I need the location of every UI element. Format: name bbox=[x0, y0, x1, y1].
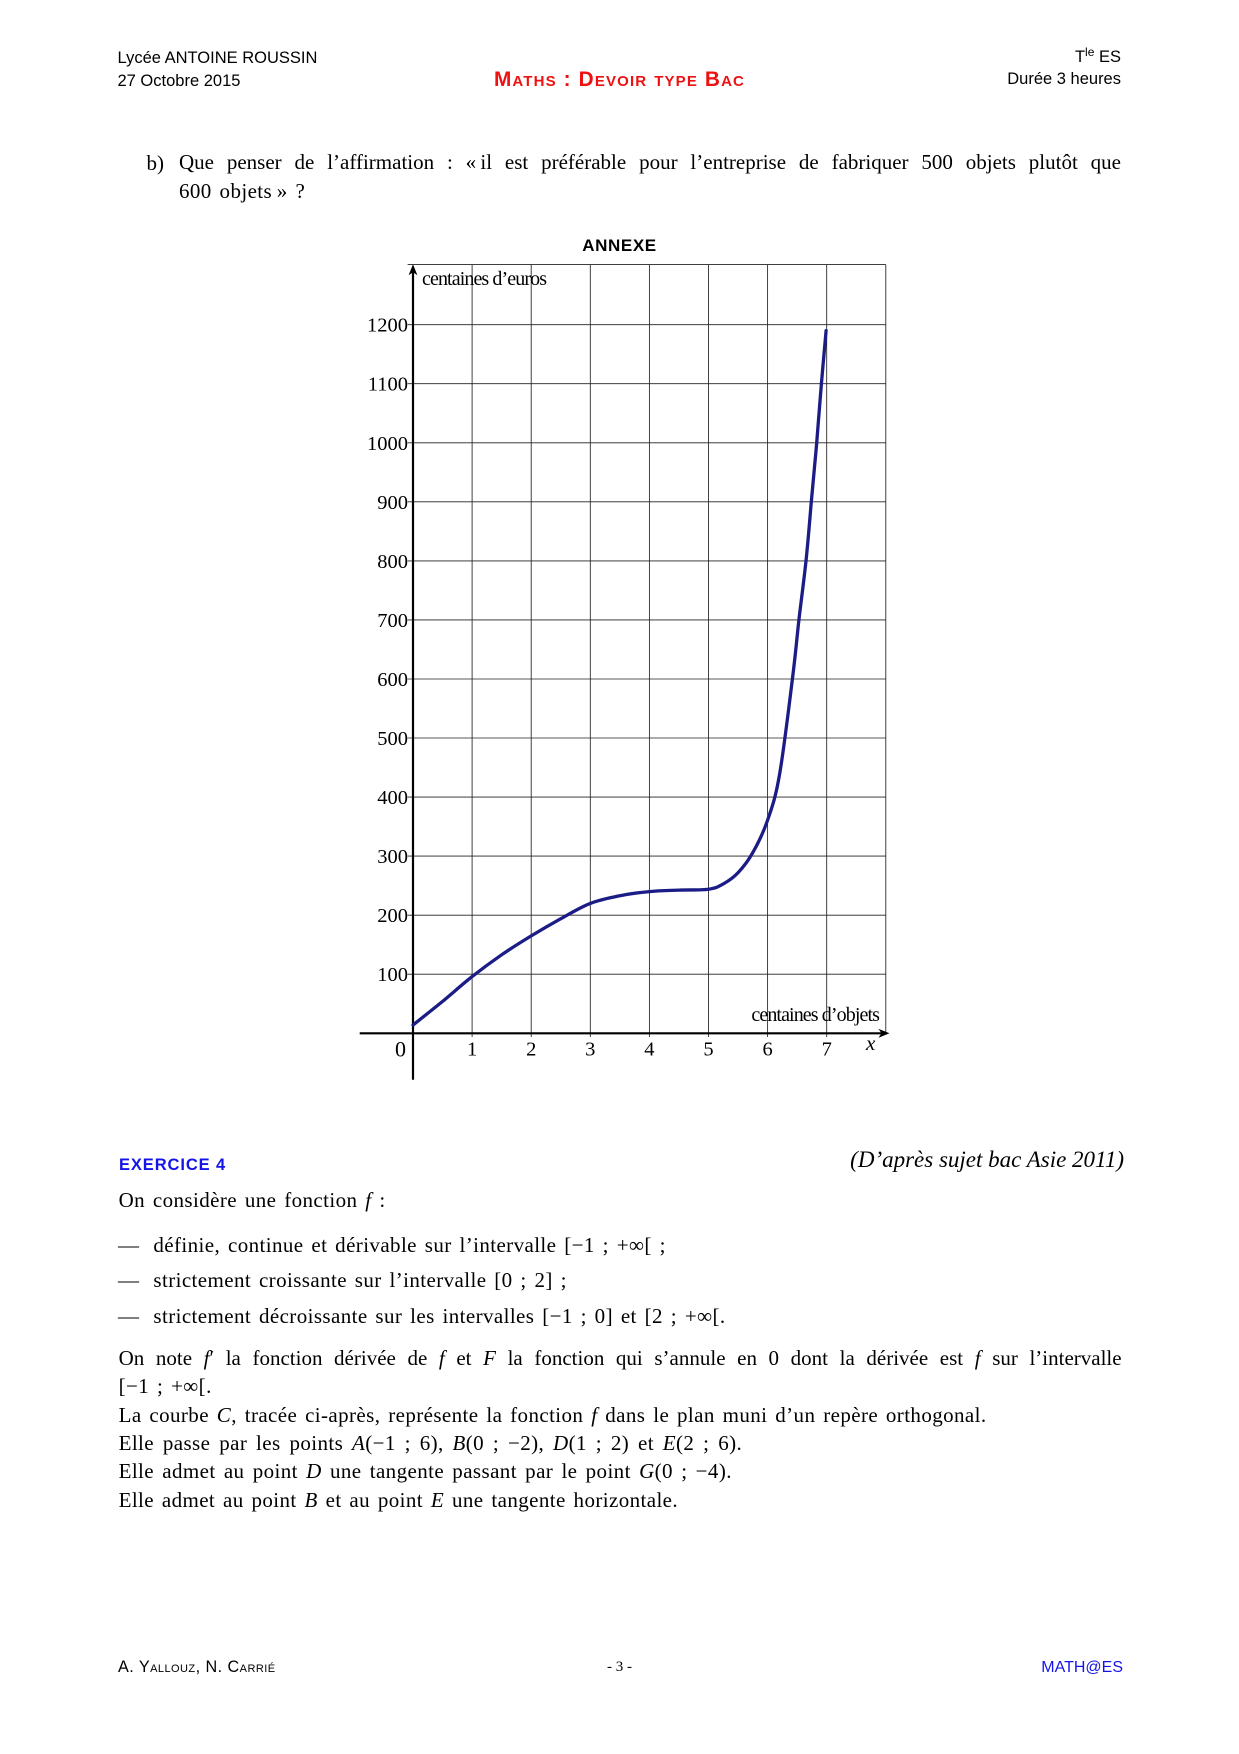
svg-text:500: 500 bbox=[377, 728, 408, 750]
svg-text:400: 400 bbox=[377, 787, 408, 809]
svg-text:6: 6 bbox=[762, 1039, 772, 1061]
svg-text:900: 900 bbox=[377, 492, 408, 514]
svg-text:3: 3 bbox=[585, 1039, 595, 1061]
svg-text:1200: 1200 bbox=[367, 315, 408, 337]
svg-text:300: 300 bbox=[377, 846, 408, 868]
svg-text:100: 100 bbox=[377, 964, 408, 986]
svg-text:1: 1 bbox=[467, 1039, 477, 1061]
svg-text:centaines d’euros: centaines d’euros bbox=[422, 268, 547, 290]
svg-text:200: 200 bbox=[377, 905, 408, 927]
svg-text:x: x bbox=[865, 1031, 876, 1055]
svg-text:1100: 1100 bbox=[368, 374, 408, 396]
svg-text:600: 600 bbox=[377, 669, 408, 691]
svg-text:800: 800 bbox=[377, 551, 408, 573]
svg-text:7: 7 bbox=[822, 1039, 832, 1061]
svg-text:0: 0 bbox=[395, 1037, 406, 1062]
svg-text:centaines d’objets: centaines d’objets bbox=[751, 1004, 880, 1026]
svg-text:4: 4 bbox=[644, 1039, 654, 1061]
svg-text:700: 700 bbox=[377, 610, 408, 632]
svg-text:5: 5 bbox=[703, 1039, 713, 1061]
svg-text:1000: 1000 bbox=[367, 433, 408, 455]
svg-text:2: 2 bbox=[526, 1039, 536, 1061]
